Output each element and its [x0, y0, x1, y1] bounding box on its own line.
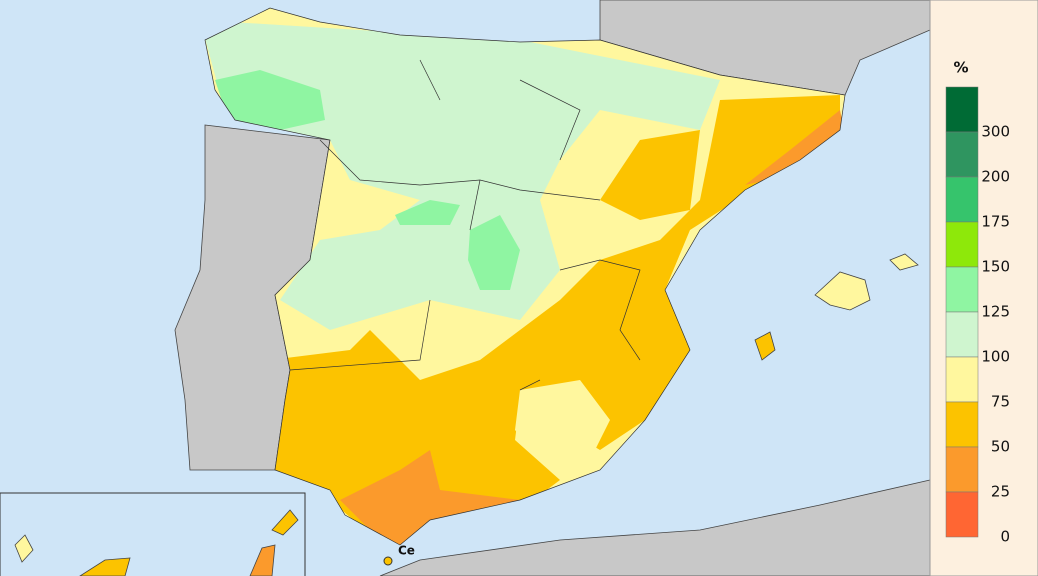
legend-swatch: [945, 86, 979, 133]
mallorca: [814, 271, 871, 311]
legend-swatch: [945, 266, 979, 313]
legend-label: 75: [991, 393, 1010, 411]
legend-label: 150: [981, 258, 1010, 276]
legend-swatch: [945, 401, 979, 448]
ibiza: [754, 331, 776, 361]
zone-25-50: [745, 110, 845, 185]
legend-label: 300: [981, 123, 1010, 141]
coastline: [204, 7, 846, 546]
legend-label: 100: [981, 348, 1010, 366]
zone-100-125: [205, 20, 720, 330]
zone-125-150: [395, 200, 460, 225]
legend-swatch: [945, 221, 979, 268]
region-borders: [289, 59, 641, 391]
zone-25-50: [340, 450, 520, 545]
zone-125-150: [215, 70, 325, 130]
la-palma: [14, 534, 34, 563]
tenerife: [79, 557, 131, 576]
legend-swatch: [945, 311, 979, 358]
legend-label: 200: [981, 168, 1010, 186]
zone-50-75: [600, 130, 700, 220]
legend-swatch: [945, 446, 979, 493]
legend-swatch: [945, 356, 979, 403]
zone-75-100: [515, 380, 610, 460]
menorca: [889, 253, 919, 271]
lanzarote: [271, 509, 299, 536]
zone-50-75: [270, 95, 840, 545]
legend-unit: %: [953, 59, 968, 77]
ceuta: [383, 556, 393, 566]
legend-label: 0: [1000, 528, 1010, 546]
legend-swatch: [945, 491, 979, 538]
legend-swatch: [945, 176, 979, 223]
place-label: Ce: [398, 544, 415, 558]
canary-inset: [0, 492, 306, 576]
legend-label: 125: [981, 303, 1010, 321]
legend-label: 25: [991, 483, 1010, 501]
legend: 300 200 175 150 125 100 75 50 25 0: [945, 86, 1010, 546]
legend-label: 50: [991, 438, 1010, 456]
fuerteventura: [249, 544, 276, 576]
legend-swatch: [945, 131, 979, 178]
zone-125-150: [468, 215, 520, 290]
legend-label: 175: [981, 213, 1010, 231]
